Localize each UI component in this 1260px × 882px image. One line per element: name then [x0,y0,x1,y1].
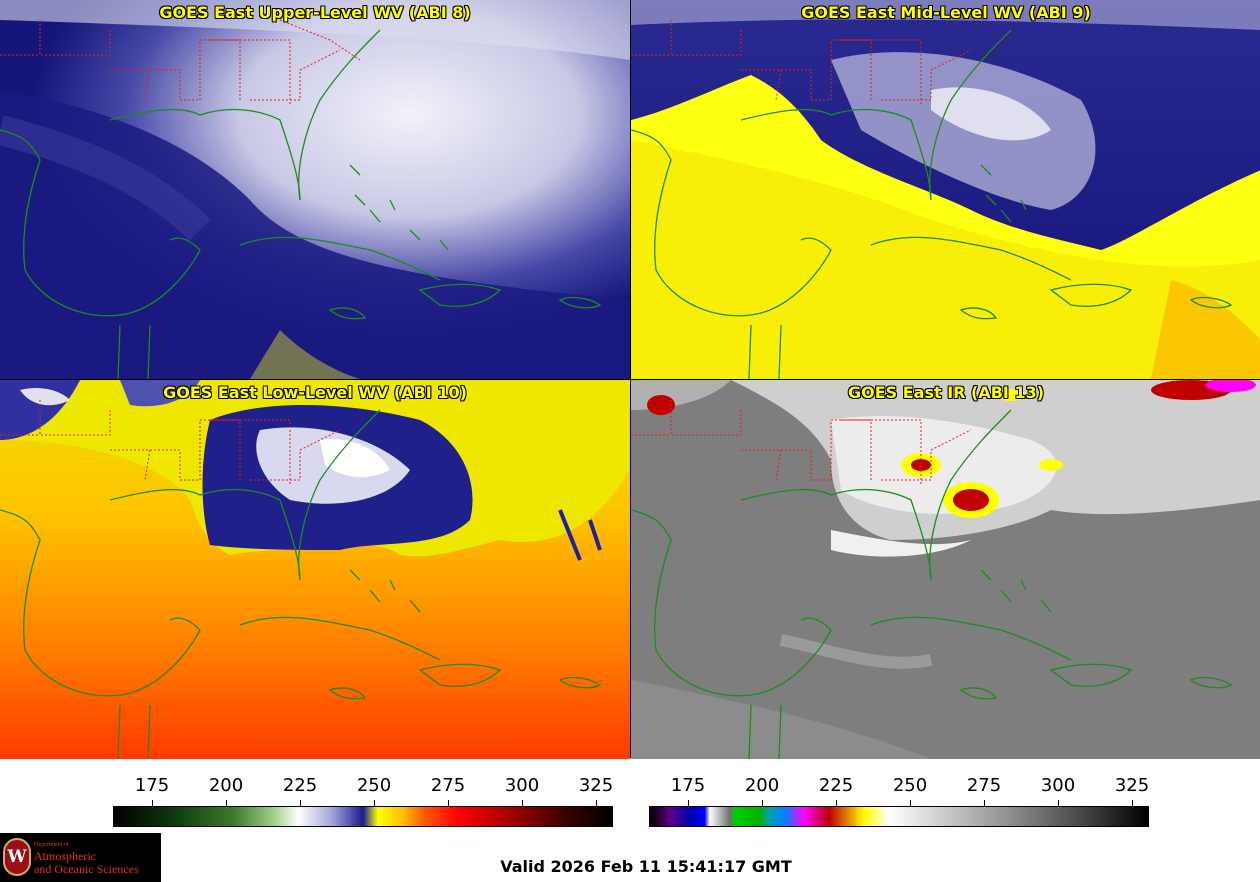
wv-colorbar-tick [152,800,153,806]
wv-colorbar-tick-label: 225 [282,775,318,796]
ir-colorbar-tick-label: 275 [966,775,1002,796]
ir-colorbar-tick-label: 225 [818,775,854,796]
ir-colorbar-tick-label: 200 [744,775,780,796]
mid-level-wv-panel: GOES East Mid-Level WV (ABI 9) [631,0,1260,379]
panel-title: GOES East Mid-Level WV (ABI 9) [801,3,1091,22]
ir-colorbar-tick [910,800,911,806]
ir-colorbar-tick-label: 250 [892,775,928,796]
coastline-lines [0,409,602,759]
state-borders [0,400,341,485]
ir-panel: GOES East IR (ABI 13) [631,380,1260,759]
mid-level-wv-image [631,0,1260,379]
ir-colorbar-tick [688,800,689,806]
wv-colorbar-tick [448,800,449,806]
coastline-lines [0,29,602,379]
ir-colorbar-tick-label: 325 [1114,775,1150,796]
ir-colorbar-tick-label: 175 [670,775,706,796]
state-borders [631,400,972,485]
state-borders [0,19,361,105]
logo-line-2: and Oceanic Sciences [34,862,139,876]
upper-level-wv-image [0,0,630,379]
wv-colorbar-tick [300,800,301,806]
panel-title: GOES East Low-Level WV (ABI 10) [163,383,467,402]
wv-colorbar-tick [226,800,227,806]
ir-colorbar-tick [1058,800,1059,806]
wv-colorbar [113,806,613,827]
panel-divider-horizontal [0,379,1260,380]
wv-colorbar-tick-label: 325 [578,775,614,796]
low-level-wv-panel: GOES East Low-Level WV (ABI 10) [0,380,630,759]
wv-colorbar-tick-label: 275 [430,775,466,796]
coastline-lines [631,409,1233,759]
valid-time: Valid 2026 Feb 11 15:41:17 GMT [500,857,792,876]
low-level-wv-image [0,380,630,759]
ir-colorbar-tick [984,800,985,806]
aos-logo: W Department of Atmospheric and Oceanic … [0,833,161,882]
wv-colorbar-tick [522,800,523,806]
logo-line-1: Atmospheric [34,849,96,863]
coastline-lines [631,29,1233,379]
ir-colorbar [649,806,1149,827]
wv-colorbar-tick [374,800,375,806]
wv-colorbar-tick-label: 175 [134,775,170,796]
logo-department-text: Department of [34,842,69,848]
panel-title: GOES East IR (ABI 13) [847,383,1045,402]
wv-colorbar-tick [596,800,597,806]
ir-image [631,380,1260,759]
ir-colorbar-tick [836,800,837,806]
ir-colorbar-tick [762,800,763,806]
wv-colorbar-tick-label: 300 [504,775,540,796]
uw-seal-icon: W [3,838,31,876]
state-borders [631,20,972,105]
wv-colorbar-tick-label: 200 [208,775,244,796]
ir-colorbar-tick [1132,800,1133,806]
upper-level-wv-panel: GOES East Upper-Level WV (ABI 8) [0,0,630,379]
wv-colorbar-tick-label: 250 [356,775,392,796]
panel-title: GOES East Upper-Level WV (ABI 8) [159,3,471,22]
ir-colorbar-tick-label: 300 [1040,775,1076,796]
